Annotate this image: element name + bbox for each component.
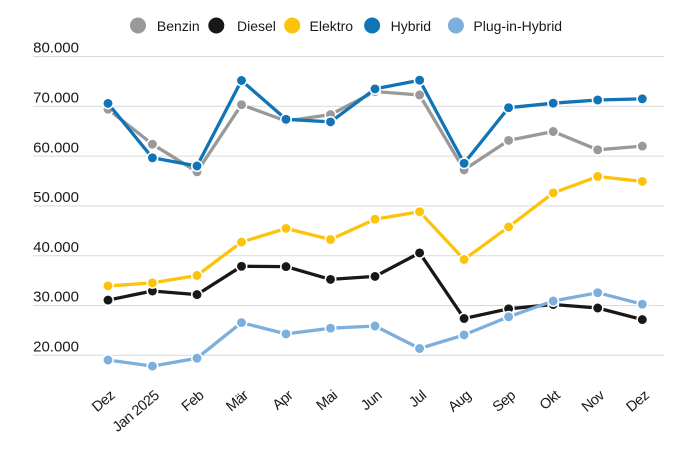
svg-text:Elektro: Elektro <box>310 18 354 34</box>
svg-text:50.000: 50.000 <box>33 189 79 206</box>
svg-text:40.000: 40.000 <box>33 239 79 256</box>
svg-text:Benzin: Benzin <box>157 18 200 34</box>
svg-text:70.000: 70.000 <box>33 90 79 107</box>
svg-text:30.000: 30.000 <box>33 289 79 306</box>
svg-text:60.000: 60.000 <box>33 139 79 156</box>
svg-text:20.000: 20.000 <box>33 339 79 356</box>
svg-text:Plug-in-Hybrid: Plug-in-Hybrid <box>473 18 562 34</box>
svg-text:80.000: 80.000 <box>33 40 79 57</box>
svg-text:Hybrid: Hybrid <box>391 18 431 34</box>
svg-text:Diesel: Diesel <box>237 18 276 34</box>
